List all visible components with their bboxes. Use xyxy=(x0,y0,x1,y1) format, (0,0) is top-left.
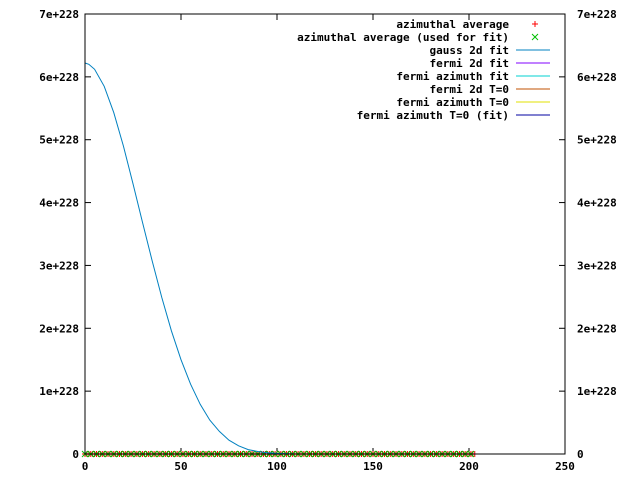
y-tick-label-right: 3e+228 xyxy=(577,259,617,272)
series-2 xyxy=(84,62,469,455)
legend-swatch xyxy=(532,21,538,27)
legend-label: fermi 2d T=0 xyxy=(430,83,509,96)
y-tick-label-right: 7e+228 xyxy=(577,8,617,21)
y-tick-label-left: 7e+228 xyxy=(39,8,79,21)
legend-label: fermi azimuth T=0 (fit) xyxy=(357,109,509,122)
y-tick-label-left: 1e+228 xyxy=(39,385,79,398)
legend-label: azimuthal average (used for fit) xyxy=(297,31,509,44)
legend-entry: fermi azimuth T=0 xyxy=(396,96,550,109)
y-tick-label-right: 2e+228 xyxy=(577,322,617,335)
x-tick-label: 150 xyxy=(363,460,383,473)
y-tick-label-left: 5e+228 xyxy=(39,134,79,147)
y-tick-label-left: 0 xyxy=(72,448,79,461)
legend-label: fermi azimuth T=0 xyxy=(396,96,509,109)
y-tick-label-left: 3e+228 xyxy=(39,259,79,272)
y-tick-label-right: 4e+228 xyxy=(577,197,617,210)
legend-entry: azimuthal average (used for fit) xyxy=(297,31,539,44)
y-tick-label-left: 2e+228 xyxy=(39,322,79,335)
y-tick-label-right: 0 xyxy=(577,448,584,461)
x-tick-label: 100 xyxy=(267,460,287,473)
y-tick-label-right: 5e+228 xyxy=(577,134,617,147)
x-tick-label: 200 xyxy=(459,460,479,473)
legend-entry: fermi 2d fit xyxy=(430,57,550,70)
legend-entry: fermi 2d T=0 xyxy=(430,83,550,96)
legend-entry: gauss 2d fit xyxy=(430,44,550,57)
y-tick-label-left: 4e+228 xyxy=(39,197,79,210)
legend-label: fermi azimuth fit xyxy=(396,70,509,83)
x-tick-label: 50 xyxy=(174,460,187,473)
y-tick-label-left: 6e+228 xyxy=(39,71,79,84)
legend-label: gauss 2d fit xyxy=(430,44,509,57)
x-tick-label: 0 xyxy=(82,460,89,473)
legend-entry: fermi azimuth fit xyxy=(396,70,550,83)
legend-entry: azimuthal average xyxy=(396,18,538,31)
legend-swatch xyxy=(531,33,539,41)
plot-frame xyxy=(84,13,566,455)
y-tick-label-right: 6e+228 xyxy=(577,71,617,84)
series-line xyxy=(84,62,469,455)
x-tick-label: 250 xyxy=(555,460,575,473)
y-tick-label-right: 1e+228 xyxy=(577,385,617,398)
legend-entry: fermi azimuth T=0 (fit) xyxy=(357,109,550,122)
legend-label: fermi 2d fit xyxy=(430,57,509,70)
legend-label: azimuthal average xyxy=(396,18,509,31)
